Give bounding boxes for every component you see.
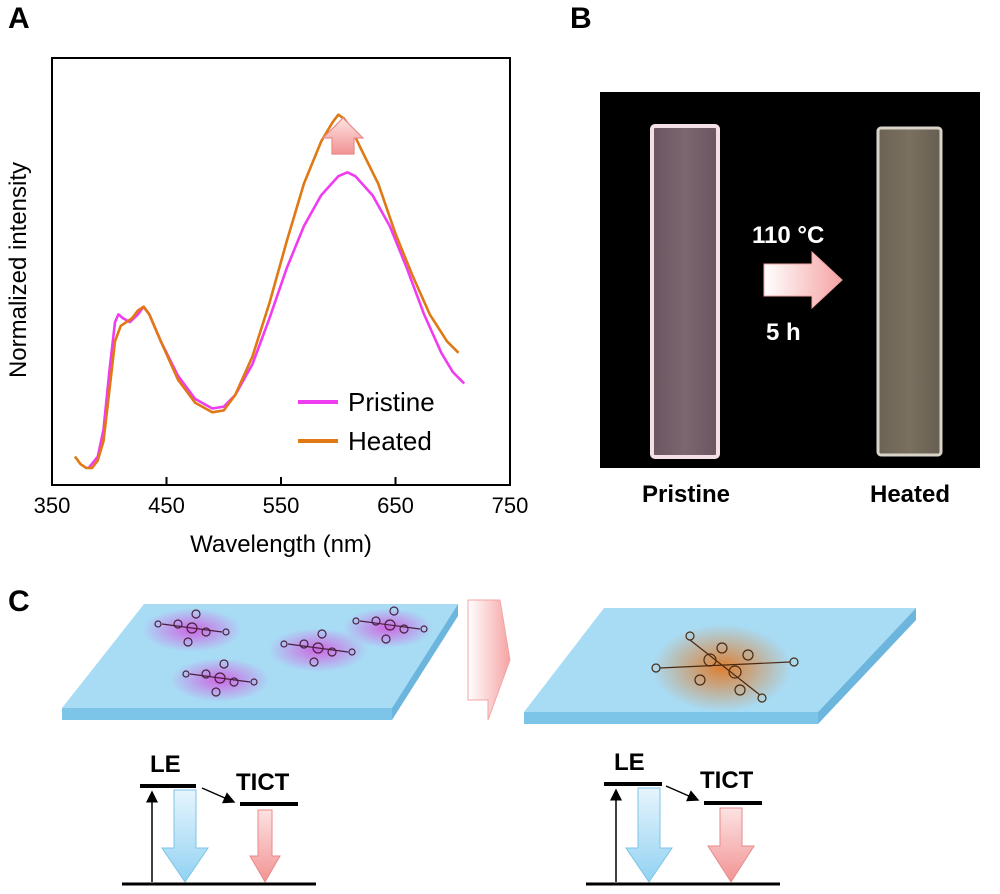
- pristine-photo-label: Pristine: [642, 481, 730, 508]
- y-axis-label: Normalized intensity: [5, 162, 32, 378]
- scheme-panel: LE TICT LE TICT: [62, 599, 916, 886]
- condition-time: 5 h: [766, 319, 801, 346]
- heating-arrow-icon: [763, 250, 843, 310]
- panel-label-b: B: [570, 2, 592, 35]
- molecule-glow: [170, 658, 270, 702]
- series-line-pristine: [87, 171, 466, 469]
- pristine-slide: [650, 124, 720, 459]
- tict-emission-arrow-icon: [707, 807, 755, 883]
- aggregate-molecule-icon: [651, 631, 799, 703]
- increase-arrow-icon: [321, 117, 365, 155]
- transition-arrow-icon: [467, 599, 511, 721]
- x-tick-labels: 350 450 550 650 750: [34, 493, 529, 518]
- panel-label-a: A: [8, 2, 30, 35]
- energy-diagram-pristine: LE TICT: [122, 751, 316, 886]
- le-emission-arrow-icon: [161, 789, 209, 883]
- molecule-glow: [142, 608, 242, 652]
- molecule-icon: [352, 606, 428, 644]
- le-label: LE: [150, 751, 181, 778]
- x-tick-label: 650: [377, 493, 414, 518]
- molecule-icon: [182, 659, 258, 697]
- pristine-film: [62, 604, 458, 720]
- x-ticks: [51, 477, 511, 485]
- legend-label-pristine: Pristine: [348, 387, 435, 417]
- x-tick-label: 450: [148, 493, 185, 518]
- tict-emission-arrow-icon: [249, 809, 281, 884]
- plot-frame: [51, 57, 511, 486]
- tict-label: TICT: [700, 767, 754, 794]
- molecule-glow: [268, 628, 368, 672]
- x-tick-label: 550: [263, 493, 300, 518]
- heated-photo-label: Heated: [870, 481, 950, 508]
- x-axis-label: Wavelength (nm): [190, 531, 372, 558]
- x-tick-label: 350: [34, 493, 71, 518]
- aggregate-glow: [652, 624, 792, 712]
- legend-label-heated: Heated: [348, 426, 432, 456]
- energy-diagram-heated: LE TICT: [586, 749, 780, 886]
- molecule-icon: [280, 629, 356, 667]
- le-emission-arrow-icon: [625, 787, 673, 883]
- legend: Pristine Heated: [298, 387, 435, 456]
- heated-slide: [876, 126, 943, 457]
- heated-film: [524, 608, 916, 724]
- panel-label-c: C: [8, 585, 30, 618]
- molecule-icon: [154, 609, 230, 647]
- molecule-glow: [343, 608, 433, 648]
- le-label: LE: [614, 749, 645, 776]
- condition-temperature: 110 °C: [752, 222, 824, 249]
- x-tick-label: 750: [492, 493, 529, 518]
- tict-label: TICT: [236, 769, 290, 796]
- photo-panel: 110 °C 5 h Pristine Heated: [600, 92, 980, 508]
- spectrum-chart: 350 450 550 650 750 Wavelength (nm) Normaliz…: [5, 57, 529, 558]
- series-line-heated: [73, 113, 460, 470]
- series-lines: [73, 113, 466, 470]
